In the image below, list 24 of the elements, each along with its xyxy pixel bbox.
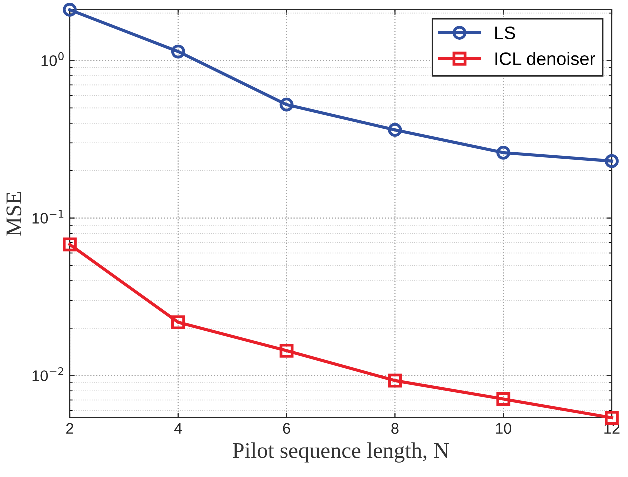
legend-label: LS bbox=[496, 26, 516, 40]
x-tick-label: 2 bbox=[66, 423, 74, 434]
point bbox=[496, 392, 511, 406]
point bbox=[171, 316, 186, 330]
x-tick-label: 10 bbox=[496, 423, 512, 434]
point bbox=[280, 344, 294, 358]
point bbox=[280, 98, 294, 112]
point bbox=[496, 146, 511, 160]
point bbox=[388, 123, 402, 138]
y-axis-title: MSE bbox=[6, 192, 22, 236]
point bbox=[388, 374, 402, 388]
x-tick-label: 8 bbox=[392, 423, 399, 434]
x-axis-title: Pilot sequence length, N bbox=[233, 442, 450, 463]
point bbox=[63, 3, 77, 17]
y-tick-label: 10$^{−1}$ bbox=[32, 210, 64, 224]
legend-label: ICL denoiser bbox=[496, 52, 596, 66]
point bbox=[63, 238, 77, 252]
y-tick-label: 10$^{−2}$ bbox=[32, 367, 64, 382]
point bbox=[605, 411, 619, 425]
x-tick-label: 6 bbox=[283, 423, 290, 434]
point bbox=[171, 44, 186, 59]
point bbox=[605, 154, 619, 168]
y-tick-label: 10$^{0}$ bbox=[42, 52, 64, 66]
x-tick-label: 4 bbox=[174, 423, 182, 434]
